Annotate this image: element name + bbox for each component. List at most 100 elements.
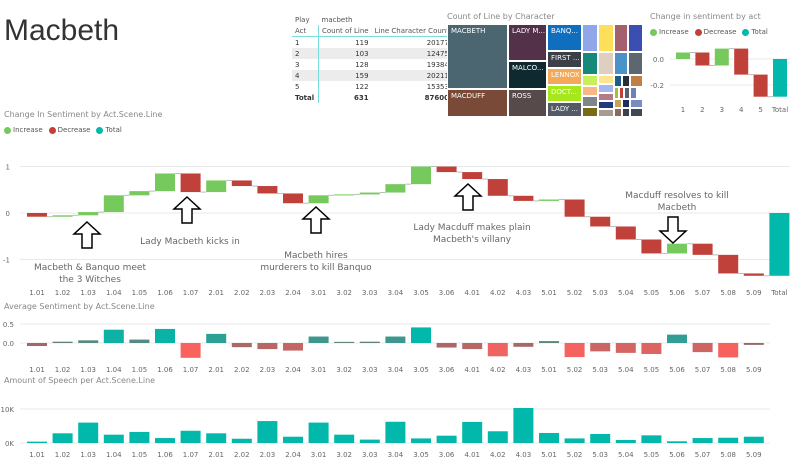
avg-sentiment-bar[interactable] xyxy=(78,340,99,343)
col-header[interactable]: Play xyxy=(295,16,310,24)
avg-sentiment-bar[interactable] xyxy=(283,343,303,351)
treemap-tile[interactable] xyxy=(582,24,598,52)
avg-sentiment-bar[interactable] xyxy=(615,343,636,353)
treemap-tile[interactable] xyxy=(622,99,630,108)
speech-bar[interactable] xyxy=(52,433,73,443)
treemap-tile-lennox[interactable]: LENNOX xyxy=(547,68,582,85)
speech-bar[interactable] xyxy=(462,421,483,443)
avg-sentiment-bar[interactable] xyxy=(513,343,534,347)
speech-bar[interactable] xyxy=(564,438,585,443)
speech-bar[interactable] xyxy=(359,439,380,443)
scene-bar[interactable] xyxy=(436,166,457,173)
col-header-line-character-count[interactable]: Line Character Count xyxy=(374,27,449,35)
scene-bar[interactable] xyxy=(692,243,713,255)
treemap-tile[interactable] xyxy=(622,108,630,117)
scene-bar[interactable] xyxy=(590,216,611,227)
treemap-tile[interactable] xyxy=(619,87,624,99)
avg-sentiment-bar[interactable] xyxy=(692,343,713,353)
avg-sentiment-bar[interactable] xyxy=(231,343,252,348)
speech-bar[interactable] xyxy=(718,437,739,443)
speech-bar[interactable] xyxy=(283,436,303,443)
treemap-tile[interactable] xyxy=(598,75,614,84)
scene-bar[interactable] xyxy=(487,179,508,196)
treemap-tile[interactable] xyxy=(582,96,598,107)
scene-bar[interactable] xyxy=(155,173,175,192)
speech-bar[interactable] xyxy=(103,434,124,443)
speech-bar[interactable] xyxy=(155,438,175,443)
avg-sentiment-bar[interactable] xyxy=(590,343,611,352)
scene-bar[interactable] xyxy=(667,243,687,254)
speech-bar[interactable] xyxy=(436,435,457,443)
avg-sentiment-bar[interactable] xyxy=(334,341,355,343)
avg-sentiment-bar[interactable] xyxy=(129,339,150,343)
table-row[interactable]: 4 159 20211 xyxy=(292,70,452,81)
col-header[interactable]: macbeth xyxy=(321,16,353,24)
treemap-tile[interactable] xyxy=(630,108,643,117)
avg-sentiment-bar[interactable] xyxy=(257,343,278,350)
scene-bar[interactable] xyxy=(718,254,739,274)
act-bar[interactable] xyxy=(734,48,749,75)
treemap-tile[interactable] xyxy=(614,24,628,52)
scene-bar[interactable] xyxy=(27,213,47,217)
treemap-tile-ross[interactable]: ROSS xyxy=(508,89,547,117)
speech-bar[interactable] xyxy=(667,441,687,443)
treemap-tile[interactable] xyxy=(628,52,643,75)
avg-sentiment-bar[interactable] xyxy=(103,329,124,343)
avg-sentiment-bar[interactable] xyxy=(180,343,201,358)
treemap-tile-lady-macbeth[interactable]: LADY M... xyxy=(508,24,547,61)
speech-bar[interactable] xyxy=(641,435,662,443)
scene-bar[interactable] xyxy=(103,195,124,213)
treemap-tile-doctor[interactable]: DOCT... xyxy=(547,85,582,102)
speech-bar[interactable] xyxy=(615,439,636,443)
speech-bar[interactable] xyxy=(78,422,99,443)
scene-bar[interactable] xyxy=(359,192,380,195)
treemap-tile-first[interactable]: FIRST ... xyxy=(547,51,582,68)
avg-sentiment-bar[interactable] xyxy=(667,334,687,343)
speech-bar[interactable] xyxy=(231,438,252,443)
avg-sentiment-bar[interactable] xyxy=(155,328,175,343)
table-row[interactable]: 2 103 12475 xyxy=(292,48,452,59)
avg-sentiment-bar[interactable] xyxy=(308,336,329,343)
act-bar[interactable] xyxy=(695,52,710,66)
avg-sentiment-bar[interactable] xyxy=(564,343,585,358)
treemap-tile[interactable] xyxy=(614,99,622,108)
legend-total[interactable]: Total xyxy=(742,28,768,36)
speech-bar[interactable] xyxy=(334,434,355,443)
scene-bar[interactable] xyxy=(206,180,227,193)
scene-bar[interactable] xyxy=(257,186,278,194)
scene-bar[interactable] xyxy=(231,180,252,187)
avg-sentiment-bar[interactable] xyxy=(359,341,380,343)
speech-bar[interactable] xyxy=(257,421,278,443)
treemap-tile[interactable] xyxy=(598,93,614,101)
treemap-tile[interactable] xyxy=(614,52,628,75)
table-row[interactable]: 5 122 15353 xyxy=(292,81,452,92)
legend-increase[interactable]: Increase xyxy=(650,28,689,36)
col-header-act[interactable]: Act xyxy=(292,25,319,37)
speech-bar[interactable] xyxy=(308,422,329,443)
avg-sentiment-bar[interactable] xyxy=(436,343,457,348)
speech-bar[interactable] xyxy=(180,430,201,443)
treemap-tile[interactable] xyxy=(630,99,643,108)
legend-decrease[interactable]: Decrease xyxy=(694,28,736,36)
scene-bar[interactable] xyxy=(769,213,790,276)
treemap-tile[interactable] xyxy=(582,75,598,86)
scene-bar[interactable] xyxy=(52,215,73,217)
legend-total[interactable]: Total xyxy=(96,126,122,134)
table-row[interactable]: 1 119 20177 xyxy=(292,36,452,48)
speech-bar[interactable] xyxy=(411,438,431,443)
avg-sentiment-bar[interactable] xyxy=(539,341,559,343)
legend-increase[interactable]: Increase xyxy=(4,126,43,134)
treemap-tile[interactable] xyxy=(622,75,630,87)
scene-bar[interactable] xyxy=(539,199,559,201)
speech-bar[interactable] xyxy=(385,421,406,443)
treemap-tile[interactable] xyxy=(598,84,614,93)
speech-bar[interactable] xyxy=(487,431,508,443)
treemap-tile-malcolm[interactable]: MALCO... xyxy=(508,61,547,89)
act-bar[interactable] xyxy=(753,74,768,97)
avg-sentiment-bar[interactable] xyxy=(206,333,227,343)
treemap-tile-macbeth[interactable]: MACBETH xyxy=(447,24,508,89)
act-bar[interactable] xyxy=(676,52,690,60)
speech-bar[interactable] xyxy=(206,433,227,443)
avg-sentiment-bar[interactable] xyxy=(487,343,508,357)
scene-bar[interactable] xyxy=(180,173,201,193)
